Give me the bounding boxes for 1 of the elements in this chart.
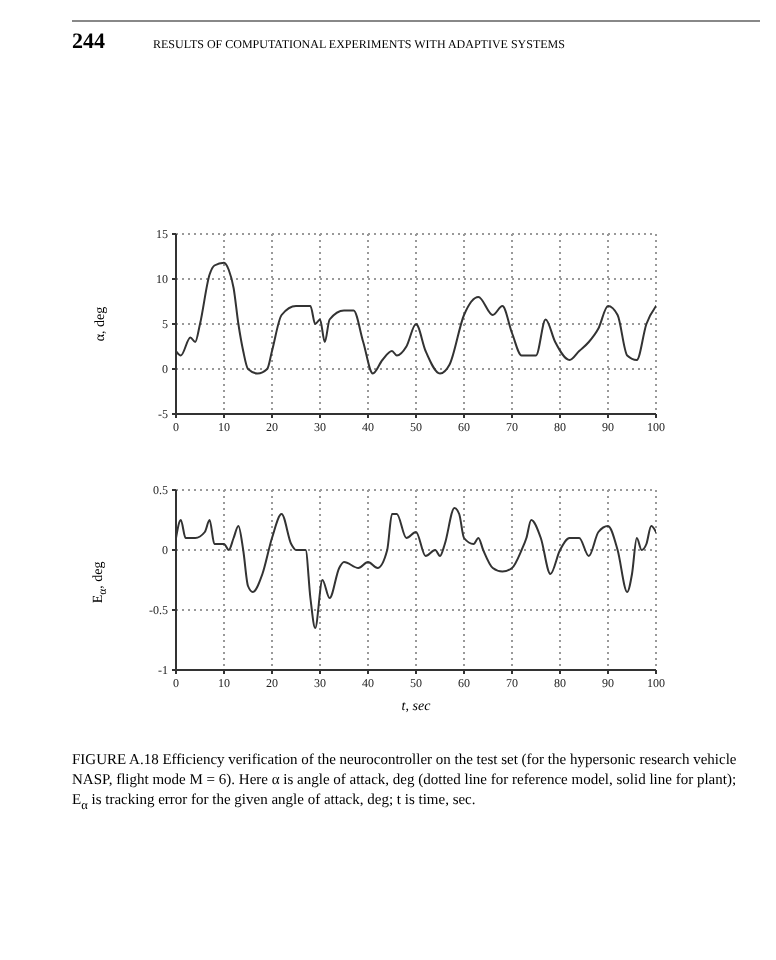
text: 244: [72, 30, 105, 54]
